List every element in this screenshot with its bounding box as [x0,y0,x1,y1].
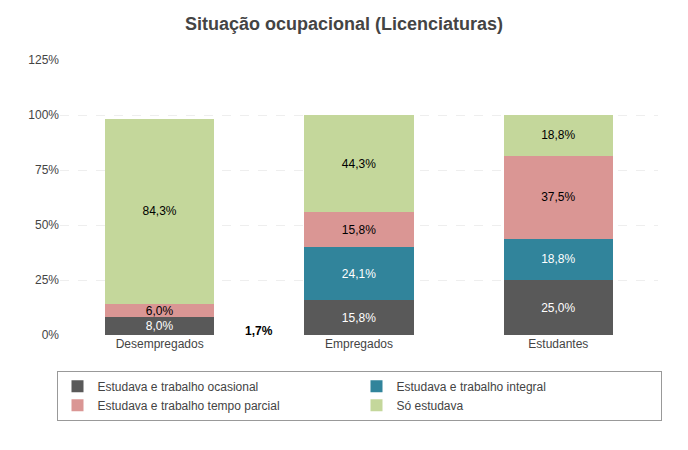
svg-text:15,8%: 15,8% [342,311,376,325]
svg-text:Estudantes: Estudantes [528,337,588,351]
svg-text:44,3%: 44,3% [342,157,376,171]
svg-text:25,0%: 25,0% [541,301,575,315]
svg-text:37,5%: 37,5% [541,190,575,204]
svg-text:Estudava e trabalho tempo parc: Estudava e trabalho tempo parcial [98,399,280,413]
svg-text:1,7%: 1,7% [245,324,273,338]
svg-text:18,8%: 18,8% [541,252,575,266]
svg-text:0%: 0% [42,328,60,342]
svg-text:24,1%: 24,1% [342,267,376,281]
svg-text:100%: 100% [28,108,59,122]
svg-text:25%: 25% [35,273,59,287]
svg-text:84,3%: 84,3% [142,204,176,218]
svg-text:Estudava e trabalho integral: Estudava e trabalho integral [397,380,546,394]
svg-text:Situação ocupacional (Licencia: Situação ocupacional (Licenciaturas) [185,14,503,34]
svg-text:75%: 75% [35,163,59,177]
svg-text:Só estudava: Só estudava [397,399,464,413]
svg-text:125%: 125% [28,53,59,67]
svg-text:18,8%: 18,8% [541,128,575,142]
svg-text:Empregados: Empregados [325,337,393,351]
svg-text:Estudava e trabalho ocasional: Estudava e trabalho ocasional [98,380,259,394]
svg-text:15,8%: 15,8% [342,223,376,237]
svg-text:50%: 50% [35,218,59,232]
svg-text:6,0%: 6,0% [146,304,174,318]
svg-text:Desempregados: Desempregados [116,337,204,351]
svg-text:8,0%: 8,0% [146,319,174,333]
